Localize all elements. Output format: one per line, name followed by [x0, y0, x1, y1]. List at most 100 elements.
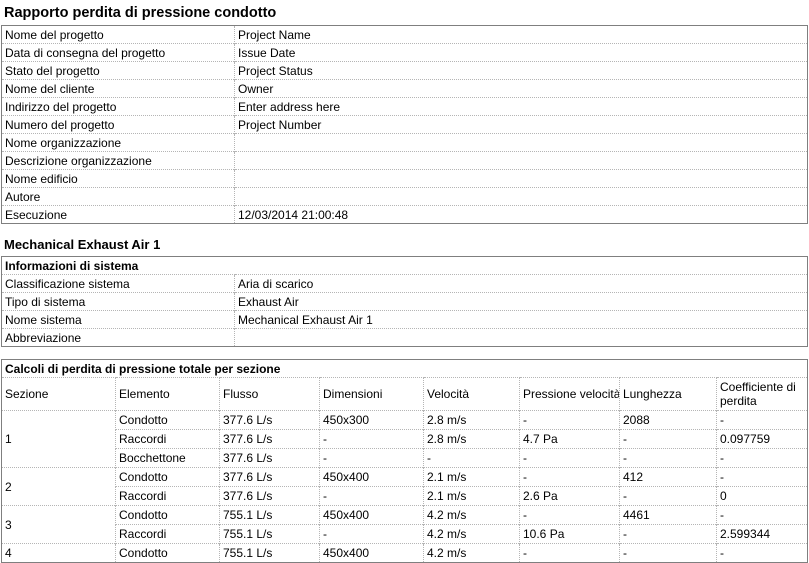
field-label: Numero del progetto	[1, 115, 235, 134]
calc-row: Raccordi 377.6 L/s -2.1 m/s 2.6 Pa -0	[2, 486, 808, 506]
calc-cell: -	[319, 429, 424, 449]
calc-cell: -	[423, 448, 520, 468]
pressure-loss-calc-table: Calcoli di perdita di pressione totale p…	[1, 359, 809, 563]
field-value	[234, 169, 808, 188]
column-header: Pressione velocità	[519, 377, 620, 411]
system-table-title: Informazioni di sistema	[5, 258, 139, 273]
system-info-row: Classificazione sistema Aria di scarico	[1, 274, 808, 293]
calc-cell: 377.6 L/s	[219, 410, 320, 430]
page-title: Rapporto perdita di pressione condotto	[4, 5, 277, 21]
calc-cell: -	[319, 448, 424, 468]
calc-cell: 0	[715, 486, 808, 506]
field-label: Stato del progetto	[1, 61, 235, 80]
calc-cell: 377.6 L/s	[219, 467, 320, 487]
field-label: Autore	[1, 187, 235, 206]
calc-cell: -	[619, 448, 717, 468]
field-label: Abbreviazione	[1, 328, 235, 347]
field-label: Nome edificio	[1, 169, 235, 188]
calc-cell: 377.6 L/s	[219, 486, 320, 506]
calc-cell: -	[519, 543, 620, 563]
calc-cell: -	[319, 524, 424, 544]
calc-cell: 377.6 L/s	[219, 448, 320, 468]
calc-cell: -	[319, 486, 424, 506]
section-number: 4	[1, 543, 116, 563]
calc-cell: 450x400	[319, 543, 424, 563]
calc-cell: 450x400	[319, 505, 424, 525]
calc-cell: -	[715, 543, 808, 563]
calc-row: Raccordi 755.1 L/s -4.2 m/s 10.6 Pa -2.59934…	[2, 524, 808, 544]
calc-cell: 755.1 L/s	[219, 505, 320, 525]
field-label: Nome del cliente	[1, 79, 235, 98]
field-value: Owner	[234, 79, 808, 98]
table-title-row: Informazioni di sistema	[2, 257, 808, 275]
field-value: Project Status	[234, 61, 808, 80]
calc-cell: 2.599344	[715, 524, 808, 544]
calc-row: 2 Condotto 377.6 L/s 450x400 2.1 m/s -412-	[1, 467, 808, 506]
column-header: Flusso	[219, 377, 320, 411]
calc-row: Raccordi 377.6 L/s -2.8 m/s 4.7 Pa -0.097759	[2, 429, 808, 449]
calc-cell: 4.2 m/s	[423, 543, 520, 563]
calc-cell: 4.2 m/s	[423, 505, 520, 525]
calc-cell: Raccordi	[115, 429, 220, 449]
field-label: Data di consegna del progetto	[1, 43, 235, 62]
spacer	[0, 347, 809, 359]
calc-cell: -	[715, 410, 808, 430]
calc-cell: -	[619, 486, 717, 506]
calc-cell: 450x300	[319, 410, 424, 430]
calc-cell: Condotto	[115, 543, 220, 563]
field-value	[233, 328, 808, 347]
column-header: Velocità	[423, 377, 520, 411]
calc-cell: 2.1 m/s	[423, 467, 520, 487]
calc-cell: -	[619, 429, 717, 449]
calc-cell: -	[715, 448, 808, 468]
calc-table-title: Calcoli di perdita di pressione totale p…	[5, 361, 281, 376]
calc-cell: 755.1 L/s	[219, 524, 320, 544]
field-label: Descrizione organizzazione	[1, 151, 235, 170]
system-info-table: Informazioni di sistema Classificazione …	[1, 256, 809, 347]
section-number: 3	[1, 505, 116, 544]
calc-cell: 450x400	[319, 467, 424, 487]
calc-cell: 2.6 Pa	[519, 486, 620, 506]
field-value: Mechanical Exhaust Air 1	[233, 310, 808, 329]
field-value: Issue Date	[234, 43, 808, 62]
calc-cell: -	[519, 448, 620, 468]
column-header: Lunghezza	[619, 377, 717, 411]
calc-cell: 2.1 m/s	[423, 486, 520, 506]
calc-cell: Raccordi	[115, 524, 220, 544]
field-value: Project Number	[234, 115, 808, 134]
field-label: Indirizzo del progetto	[1, 97, 235, 116]
calc-cell: Condotto	[115, 467, 220, 487]
field-label: Tipo di sistema	[1, 292, 235, 311]
system-info-row: Nome sistema Mechanical Exhaust Air 1	[1, 310, 808, 329]
field-value: Exhaust Air	[233, 292, 808, 311]
calc-row: 3 Condotto 755.1 L/s 450x400 4.2 m/s -4461-	[1, 505, 808, 544]
field-value: Project Name	[234, 25, 808, 44]
calc-cell: 377.6 L/s	[219, 429, 320, 449]
field-value	[234, 151, 808, 170]
field-value: Aria di scarico	[233, 274, 808, 293]
project-info-row: Esecuzione 12/03/2014 21:00:48	[1, 205, 808, 224]
column-header: Dimensioni	[319, 377, 424, 411]
calc-cell: -	[619, 524, 717, 544]
column-header: Coefficiente di perdita	[715, 377, 808, 411]
project-info-row: Numero del progetto Project Number	[1, 115, 808, 134]
project-info-row: Autore	[1, 187, 808, 206]
project-info-row: Nome organizzazione	[1, 133, 808, 152]
field-label: Nome organizzazione	[1, 133, 235, 152]
column-header: Elemento	[115, 377, 220, 411]
calc-table-header-row: Sezione Elemento Flusso Dimensioni Velocità P…	[1, 377, 808, 411]
section-number: 2	[1, 467, 116, 506]
section-number: 1	[1, 410, 116, 468]
field-label: Nome del progetto	[5, 27, 104, 42]
calc-cell: 10.6 Pa	[519, 524, 620, 544]
calc-cell: 4.2 m/s	[423, 524, 520, 544]
project-info-row: Descrizione organizzazione	[1, 151, 808, 170]
calc-cell: 2.8 m/s	[423, 429, 520, 449]
calc-cell: 2.8 m/s	[423, 410, 520, 430]
calc-cell: -	[519, 410, 620, 430]
project-info-row: Indirizzo del progetto Enter address here	[1, 97, 808, 116]
calc-cell: 0.097759	[715, 429, 808, 449]
calc-cell: -	[715, 505, 808, 525]
field-label: Classificazione sistema	[1, 274, 235, 293]
project-info-row: Data di consegna del progetto Issue Date	[1, 43, 808, 62]
